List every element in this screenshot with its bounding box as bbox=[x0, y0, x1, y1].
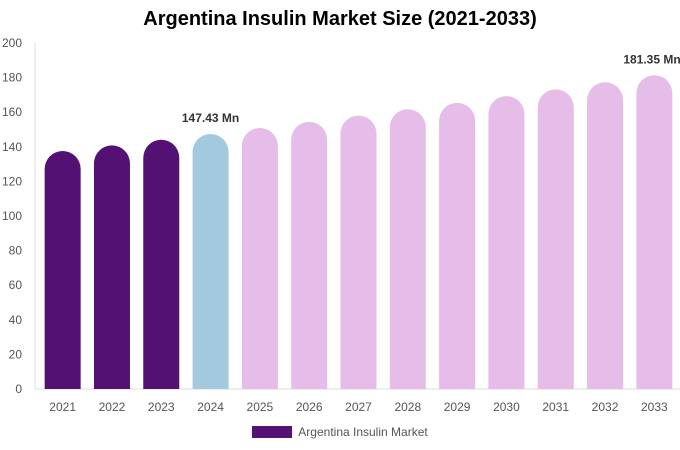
bar-2029 bbox=[439, 102, 476, 389]
bar-2031 bbox=[537, 89, 574, 389]
x-tick-label: 2024 bbox=[197, 400, 224, 414]
y-tick-label: 60 bbox=[9, 278, 23, 292]
x-tick-label: 2027 bbox=[345, 400, 372, 414]
x-tick-label: 2021 bbox=[49, 400, 76, 414]
y-tick-label: 40 bbox=[9, 313, 23, 327]
data-label-2024: 147.43 Mn bbox=[182, 111, 239, 125]
y-tick-label: 180 bbox=[2, 71, 22, 85]
x-tick-label: 2026 bbox=[296, 400, 323, 414]
legend-swatch bbox=[252, 426, 293, 438]
y-tick-label: 80 bbox=[9, 244, 23, 258]
y-tick-label: 20 bbox=[9, 347, 23, 361]
x-tick-label: 2023 bbox=[148, 400, 175, 414]
data-label-2033: 181.35 Mn bbox=[623, 52, 680, 66]
bar-2033 bbox=[636, 75, 673, 390]
y-tick-label: 120 bbox=[2, 174, 22, 188]
bar-chart: 0 20 40 60 80 100 120 140 160 180 200 2021 2022 2023 2… bbox=[2, 36, 680, 414]
y-tick-label: 140 bbox=[2, 140, 22, 154]
bar-2027 bbox=[340, 115, 377, 389]
legend: Argentina Insulin Market bbox=[0, 425, 680, 439]
legend-label: Argentina Insulin Market bbox=[298, 425, 428, 439]
x-tick-label: 2029 bbox=[444, 400, 471, 414]
bar-2023 bbox=[143, 139, 180, 389]
y-tick-label: 0 bbox=[15, 382, 22, 396]
bar-2032 bbox=[587, 82, 624, 390]
x-tick-label: 2022 bbox=[99, 400, 126, 414]
bar-2025 bbox=[241, 127, 278, 390]
x-tick-label: 2032 bbox=[592, 400, 619, 414]
x-tick-label: 2033 bbox=[641, 400, 668, 414]
y-tick-label: 200 bbox=[2, 36, 22, 50]
bar-2030 bbox=[488, 96, 525, 389]
x-tick-label: 2025 bbox=[247, 400, 274, 414]
x-tick-label: 2030 bbox=[493, 400, 520, 414]
y-tick-label: 160 bbox=[2, 105, 22, 119]
bar-2024 bbox=[192, 133, 229, 389]
x-tick-label: 2028 bbox=[394, 400, 421, 414]
bar-2021 bbox=[44, 150, 81, 389]
bar-2022 bbox=[93, 145, 130, 389]
x-tick-label: 2031 bbox=[542, 400, 569, 414]
y-tick-label: 100 bbox=[2, 209, 22, 223]
bar-2026 bbox=[291, 121, 328, 389]
chart-title: Argentina Insulin Market Size (2021-2033… bbox=[143, 8, 537, 30]
bar-2028 bbox=[389, 109, 426, 390]
